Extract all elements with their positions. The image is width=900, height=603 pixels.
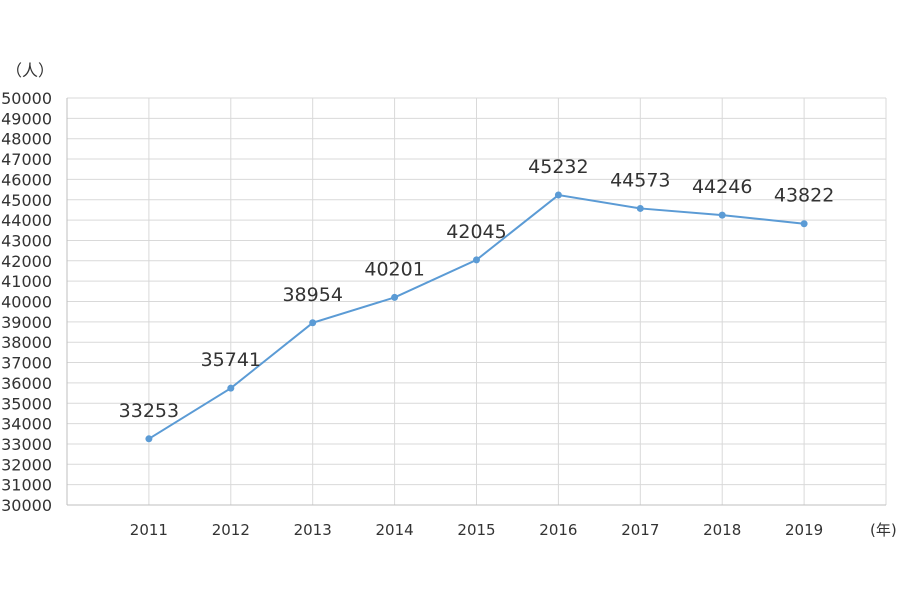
- data-label: 43822: [774, 185, 834, 207]
- y-tick-label: 46000: [1, 170, 52, 189]
- x-tick-labels: 2011 2012 2013 2014 2015 2016 2017 2018 2019: [130, 521, 823, 539]
- data-point: [800, 220, 808, 228]
- data-point: [473, 256, 480, 264]
- data-label: 44246: [692, 176, 752, 198]
- data-point: [636, 204, 644, 212]
- data-point: [145, 435, 153, 443]
- y-tick-label: 45000: [1, 191, 52, 210]
- y-tick-label: 34000: [1, 415, 52, 434]
- y-tick-label: 41000: [1, 272, 52, 291]
- x-tick-label: 2014: [376, 521, 414, 539]
- y-tick-label: 50000: [1, 89, 52, 108]
- data-point: [227, 384, 235, 392]
- x-axis-label: (年): [870, 521, 897, 539]
- data-label: 40201: [364, 258, 424, 280]
- x-tick-label: 2015: [457, 521, 495, 539]
- data-label: 44573: [610, 169, 670, 191]
- data-point: [391, 293, 399, 301]
- y-tick-label: 38000: [1, 333, 52, 352]
- data-label: 33253: [119, 400, 179, 422]
- y-tick-label: 37000: [1, 354, 52, 373]
- y-tick-label: 35000: [1, 394, 52, 413]
- data-label: 42045: [446, 221, 506, 243]
- x-tick-label: 2011: [130, 521, 168, 539]
- y-tick-label: 36000: [1, 374, 52, 393]
- x-tick-label: 2016: [539, 521, 577, 539]
- x-tick-label: 2012: [212, 521, 250, 539]
- x-tick-label: 2019: [785, 521, 823, 539]
- x-tick-label: 2013: [294, 521, 332, 539]
- grid: [66, 97, 887, 506]
- y-tick-label: 33000: [1, 435, 52, 454]
- y-tick-label: 39000: [1, 313, 52, 332]
- y-tick-label: 48000: [1, 130, 52, 149]
- y-tick-label: 43000: [1, 231, 52, 250]
- data-labels: 33253 35741 38954 40201 42045 45232 44573 44246…: [119, 156, 835, 422]
- data-label: 45232: [528, 156, 588, 178]
- y-axis-label: （人）: [6, 61, 54, 80]
- series: [145, 191, 808, 443]
- y-tick-label: 32000: [1, 455, 52, 474]
- y-tick-label: 30000: [1, 496, 52, 515]
- x-tick-label: 2018: [703, 521, 741, 539]
- y-tick-label: 31000: [1, 476, 52, 495]
- y-tick-label: 42000: [1, 252, 52, 271]
- y-tick-label: 47000: [1, 150, 52, 169]
- data-point: [718, 211, 726, 219]
- y-tick-label: 44000: [1, 211, 52, 230]
- y-tick-label: 49000: [1, 109, 52, 128]
- data-point: [309, 319, 317, 327]
- data-point: [554, 191, 562, 199]
- data-label: 38954: [282, 284, 342, 306]
- y-tick-label: 40000: [1, 293, 52, 312]
- data-label: 35741: [201, 349, 261, 371]
- x-tick-label: 2017: [621, 521, 659, 539]
